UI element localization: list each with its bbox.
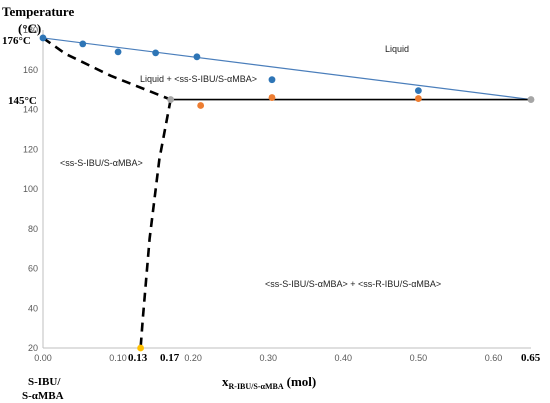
x-axis-title-main: x [222,374,229,389]
dashed-boundary-line [139,99,172,349]
y-axis-title: Temperature [2,4,74,19]
labels: Temperature (°C) 176°C 145°C S-IBU/ S-αM… [2,4,541,402]
x-tick-label: 0.10 [109,353,127,363]
x-tick-label: 0.50 [410,353,428,363]
left-component-line1: S-IBU/ [28,376,61,388]
data-point [39,34,47,42]
data-points [39,34,535,352]
region-label-ss: <ss-S-IBU/S-αMBA> [60,158,143,168]
dashed-boundary-line [42,36,172,101]
left-component-line2: S-αMBA [22,390,64,402]
solid-boundary-line [42,37,532,101]
data-point [152,49,160,57]
x-tick-label: 0.20 [184,353,202,363]
y-tick-label: 160 [23,65,38,75]
x-axis-title-unit: (mol) [287,374,317,389]
y-axis-unit: (°C) [18,21,41,36]
data-point [79,40,87,48]
x-axis-title: xR-IBU/S-αMBA (mol) [222,374,316,391]
region-label-liquid: Liquid [385,44,409,54]
curves [42,36,532,349]
y-tick-label: 20 [28,343,38,353]
y-tick-label: 40 [28,303,38,313]
data-point [268,76,276,84]
special-x-label-013: 0.13 [128,352,148,364]
data-point [527,96,535,103]
data-point [167,96,175,103]
region-label-two-ss: <ss-S-IBU/S-αMBA> + <ss-R-IBU/S-αMBA> [265,279,441,289]
y-tick-label: 80 [28,224,38,234]
x-tick-label: 0.60 [485,353,503,363]
data-point [414,87,422,95]
special-x-label-065: 0.65 [521,352,541,364]
data-point [197,102,205,109]
x-tick-label: 0.40 [335,353,353,363]
x-axis-title-sub: R-IBU/S-αMBA [229,382,284,391]
data-point [114,48,122,56]
x-tick-label: 0.30 [259,353,277,363]
data-point [193,53,201,61]
data-point [137,344,145,352]
y-tick-label: 60 [28,264,38,274]
region-label-liquid-ss: Liquid + <ss-S-IBU/S-αMBA> [140,74,257,84]
special-y-label-176: 176°C [2,35,31,47]
special-x-label-017: 0.17 [160,352,180,364]
special-y-label-145: 145°C [8,95,37,107]
y-tick-label: 120 [23,144,38,154]
axes: 20 40 60 80 100 120 140 160 180 0.00 0.10 0.20 0.30 0… [23,25,531,363]
y-tick-label: 100 [23,184,38,194]
x-tick-label: 0.00 [34,353,52,363]
data-point [268,94,276,101]
y-tick-label: 180 [23,25,38,35]
y-tick-label: 140 [23,105,38,115]
data-point [414,95,422,102]
